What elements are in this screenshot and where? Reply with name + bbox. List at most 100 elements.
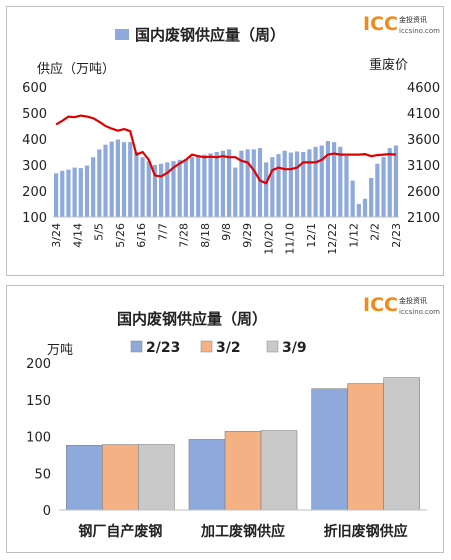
logo-name: 金投资讯 — [399, 15, 427, 24]
icc-logo: ICC 金投资讯 iccsino.com — [363, 13, 440, 35]
source-bar — [311, 388, 348, 511]
supply-bar — [165, 162, 170, 217]
legend-label: 2/23 — [146, 340, 180, 356]
legend-swatch — [266, 340, 279, 353]
supply-bar — [325, 141, 331, 217]
x-tick-label: 5/26 — [114, 223, 127, 248]
supply-bar — [196, 155, 201, 217]
supply-bar — [171, 161, 176, 217]
icc-logo: ICC 金投资讯 iccsino.com — [363, 294, 440, 316]
legend-swatch-supply — [115, 29, 129, 40]
x-tick-label: 4/14 — [71, 223, 84, 248]
x-tick-label: 7/28 — [178, 223, 191, 248]
supply-bar — [350, 180, 355, 217]
supply-bar — [245, 149, 250, 217]
supply-bar — [115, 139, 120, 217]
y-tick-label: 100 — [22, 211, 47, 226]
supply-bar — [270, 157, 275, 217]
category-label: 钢厂自产废钢 — [78, 523, 162, 540]
x-tick-label: 11/10 — [284, 223, 297, 255]
supply-bar — [159, 163, 164, 217]
y-tick-label: 600 — [22, 81, 47, 96]
supply-bar — [332, 142, 337, 217]
supply-bar — [121, 142, 127, 217]
supply-bar — [152, 165, 158, 217]
y-tick-label: 100 — [26, 431, 51, 446]
supply-bar — [103, 144, 108, 217]
supply-bar — [393, 145, 399, 217]
y-tick-label: 150 — [26, 394, 51, 409]
supply-bar — [91, 157, 96, 217]
x-tick-label: 3/24 — [50, 223, 63, 248]
y-tick-label: 50 — [34, 467, 51, 482]
y2-tick-label: 3100 — [407, 159, 440, 174]
supply-bar — [344, 155, 349, 217]
source-bar — [188, 439, 226, 511]
x-tick-label: 10/20 — [262, 223, 275, 255]
scrap-price-line — [55, 114, 396, 185]
logo-mark: ICC — [363, 13, 398, 35]
supply-bar — [381, 157, 386, 217]
y2-tick-label: 4600 — [407, 81, 440, 96]
y-axis-label: 供应（万吨） — [37, 61, 115, 77]
supply-bar — [301, 152, 306, 217]
supply-bar — [294, 151, 300, 217]
supply-bar — [257, 148, 263, 217]
supply-bar — [356, 204, 361, 217]
y-tick-label: 0 — [43, 504, 51, 519]
supply-bar — [264, 162, 269, 217]
supply-bar — [183, 159, 188, 217]
legend-label: 3/9 — [282, 340, 307, 356]
supply-bar — [177, 159, 182, 217]
source-bar — [138, 444, 175, 511]
y2-axis-label: 重废价 — [369, 57, 408, 73]
source-bar — [260, 430, 298, 511]
supply-bar — [338, 146, 343, 217]
weekly-supply-chart: 国内废钢供应量（周） ICC 金投资讯 iccsino.com 供应（万吨） 重… — [22, 13, 440, 255]
supply-bar — [220, 150, 226, 217]
logo-name: 金投资讯 — [399, 296, 427, 305]
y-axis-label: 万吨 — [47, 343, 73, 358]
supply-bar — [60, 170, 65, 217]
supply-bar — [78, 168, 83, 217]
supply-bar — [84, 165, 90, 217]
supply-bar — [134, 152, 139, 217]
supply-bar — [239, 150, 244, 217]
supply-bar — [214, 152, 219, 217]
supply-bar — [288, 152, 293, 217]
x-tick-label: 1/12 — [347, 223, 360, 248]
y2-tick-label: 2600 — [407, 185, 440, 200]
supply-by-source-chart: 国内废钢供应量（周） ICC 金投资讯 iccsino.com 2/23 3/2 3… — [26, 294, 440, 540]
supply-bar — [251, 149, 256, 217]
supply-bar — [276, 154, 281, 217]
y-tick-label: 500 — [22, 107, 47, 122]
source-bar — [102, 444, 139, 511]
supply-bar — [387, 148, 392, 217]
x-tick-label: 12/22 — [326, 223, 339, 255]
chart-title: 国内废钢供应量（周） — [117, 310, 267, 328]
supply-bar — [140, 157, 145, 217]
supply-bar — [128, 142, 133, 217]
supply-bar — [307, 149, 312, 217]
x-tick-label: 7/7 — [156, 223, 169, 241]
x-tick-label: 2/23 — [390, 223, 403, 248]
supply-bar — [53, 173, 59, 217]
legend-label: 3/2 — [216, 340, 241, 356]
x-tick-label: 12/1 — [305, 223, 318, 248]
source-bar — [66, 445, 103, 511]
supply-bar — [313, 146, 318, 217]
supply-bar — [202, 154, 207, 217]
supply-bar — [369, 178, 374, 217]
logo-mark: ICC — [363, 294, 398, 316]
chart-title: 国内废钢供应量（周） — [135, 26, 285, 44]
supply-bar — [97, 149, 102, 217]
source-bar — [224, 431, 262, 511]
y2-tick-label: 4100 — [407, 107, 440, 122]
category-label: 加工废钢供应 — [200, 523, 285, 540]
x-tick-label: 2/2 — [369, 223, 382, 241]
y-tick-label: 200 — [26, 357, 51, 372]
weekly-supply-chart-panel: 国内废钢供应量（周） ICC 金投资讯 iccsino.com 供应（万吨） 重… — [6, 6, 444, 276]
y-tick-label: 200 — [22, 185, 47, 200]
supply-bar — [226, 149, 232, 217]
supply-bar — [146, 161, 151, 217]
